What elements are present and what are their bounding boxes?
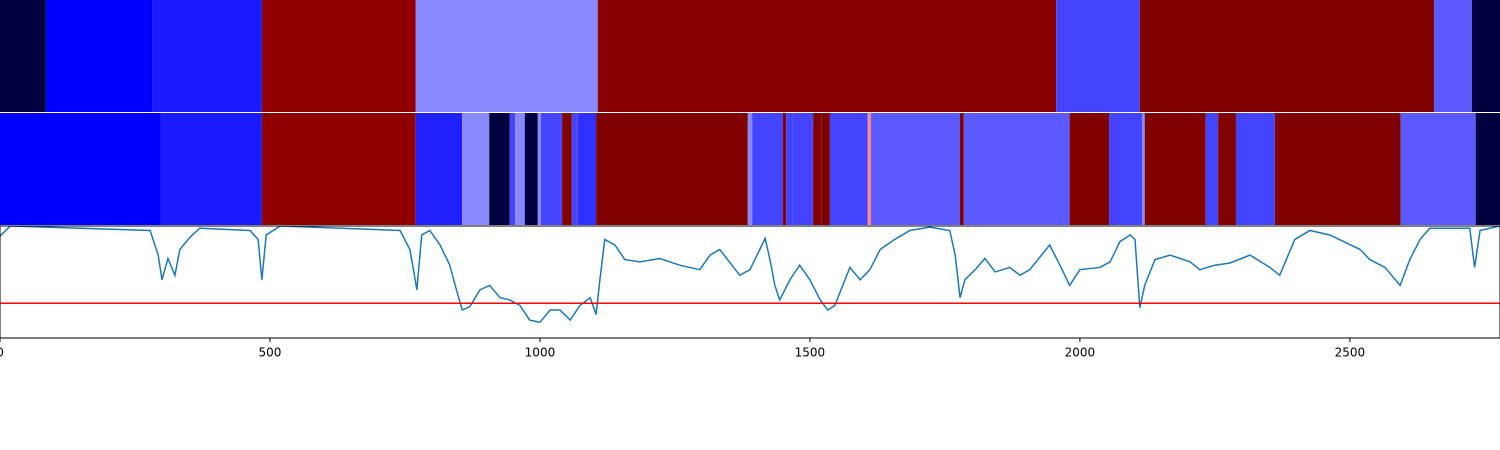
x-tick-label: 500	[259, 346, 282, 360]
segment	[821, 113, 830, 225]
x-tick-label: 1500	[795, 346, 826, 360]
x-tick-label: 2000	[1065, 346, 1096, 360]
x-tick-label: 2500	[1335, 346, 1366, 360]
segment	[509, 113, 516, 225]
segment	[1235, 113, 1275, 225]
segment	[45, 0, 153, 112]
axes-frame	[0, 225, 1500, 339]
segment	[786, 113, 793, 225]
segment	[596, 113, 748, 225]
segment	[867, 113, 871, 225]
x-tick-label: 1000	[525, 346, 556, 360]
data-line	[0, 226, 1500, 324]
segment	[571, 113, 578, 225]
segment	[963, 113, 1070, 225]
segment	[1434, 0, 1472, 112]
segment	[515, 113, 525, 225]
segment	[1056, 0, 1140, 112]
segment	[462, 113, 490, 225]
segment	[577, 113, 597, 225]
segment	[261, 0, 416, 112]
segment	[792, 113, 814, 225]
segment	[524, 113, 538, 225]
segment	[597, 0, 1057, 112]
x-tick-label: 0	[0, 346, 4, 360]
segment	[541, 113, 563, 225]
segment	[1139, 0, 1435, 112]
segment	[1069, 113, 1110, 225]
segment	[160, 113, 262, 225]
segment	[537, 113, 542, 225]
segment	[489, 113, 510, 225]
segment	[0, 0, 46, 112]
segment	[415, 113, 463, 225]
segment	[960, 113, 964, 225]
segment	[1400, 113, 1476, 225]
segment	[1109, 113, 1143, 225]
segment	[752, 113, 783, 225]
plot-area	[0, 226, 1500, 324]
segment	[1471, 0, 1500, 112]
segment	[813, 113, 822, 225]
segment	[562, 113, 572, 225]
segment	[0, 113, 161, 225]
segment	[415, 0, 598, 112]
segment	[870, 113, 961, 225]
segment	[1274, 113, 1401, 225]
segment	[1475, 113, 1500, 225]
segment	[1218, 113, 1236, 225]
segment	[747, 113, 753, 225]
segment	[261, 113, 416, 225]
segment	[1142, 113, 1145, 225]
segment	[152, 0, 262, 112]
segment	[1144, 113, 1206, 225]
segment	[782, 113, 787, 225]
segment	[829, 113, 868, 225]
segment	[1205, 113, 1219, 225]
